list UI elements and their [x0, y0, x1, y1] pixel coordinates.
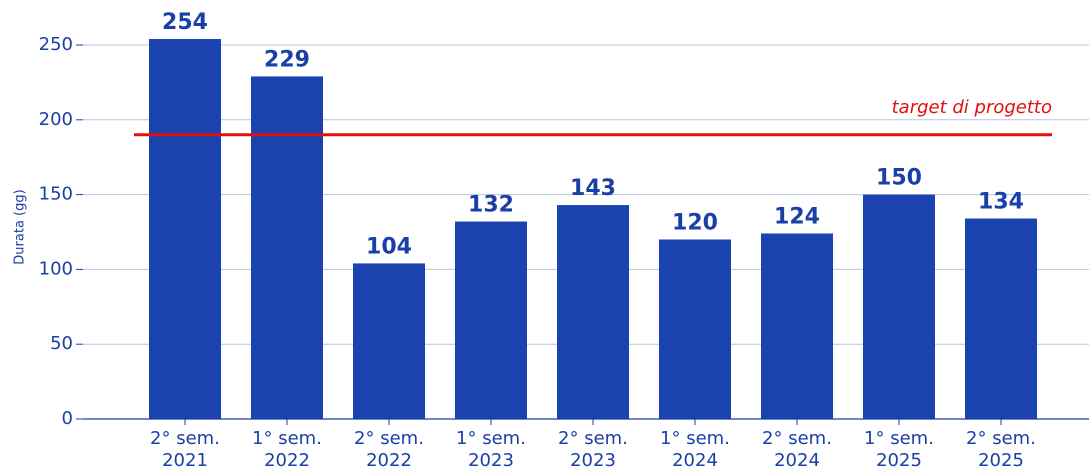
y-tick-label: 0 [62, 408, 73, 429]
x-tick-label: 2° sem. 2023 [558, 428, 628, 471]
x-tick-label: 1° sem. 2022 [252, 428, 322, 471]
x-tick-label: 2° sem. 2022 [354, 428, 424, 471]
bar [353, 263, 425, 419]
bar [659, 239, 731, 419]
y-axis-label: Durata (gg) [13, 189, 28, 264]
bar [557, 205, 629, 419]
x-tick-label: 1° sem. 2024 [660, 428, 730, 471]
value-label: 120 [672, 210, 718, 235]
bar [251, 76, 323, 419]
value-label: 104 [366, 234, 412, 259]
value-label: 132 [468, 193, 514, 218]
y-tick-label: 50 [50, 333, 73, 354]
value-label: 254 [162, 10, 208, 35]
target-label: target di progetto [892, 97, 1052, 118]
bar [149, 39, 221, 420]
value-label: 229 [264, 47, 310, 72]
value-label: 134 [978, 190, 1024, 215]
x-tick-label: 2° sem. 2021 [150, 428, 220, 471]
y-tick-label: 150 [39, 184, 73, 205]
bar [863, 194, 935, 419]
bar [455, 221, 527, 419]
x-tick-label: 2° sem. 2024 [762, 428, 832, 471]
bar [965, 218, 1037, 419]
y-tick-label: 200 [39, 109, 73, 130]
y-tick-label: 250 [39, 34, 73, 55]
y-tick-label: 100 [39, 258, 73, 279]
value-label: 124 [774, 204, 820, 229]
bar [761, 233, 833, 419]
x-tick-label: 1° sem. 2025 [864, 428, 934, 471]
value-label: 150 [876, 166, 922, 191]
x-tick-label: 1° sem. 2023 [456, 428, 526, 471]
x-tick-label: 2° sem. 2025 [966, 428, 1036, 471]
value-label: 143 [570, 176, 616, 201]
